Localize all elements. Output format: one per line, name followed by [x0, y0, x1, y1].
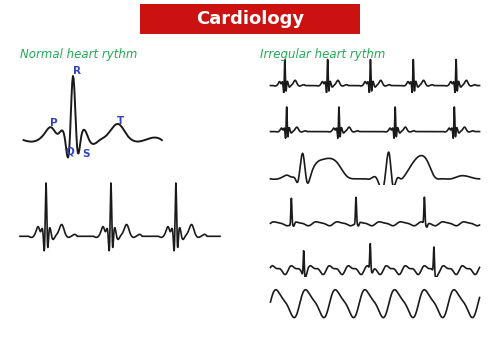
Text: Q: Q — [65, 146, 74, 156]
Text: Cardiology: Cardiology — [196, 10, 304, 28]
Text: Cardiology: Cardiology — [196, 10, 304, 28]
Text: Irregular heart rythm: Irregular heart rythm — [260, 48, 386, 61]
Text: S: S — [82, 149, 90, 159]
Text: R: R — [73, 65, 81, 76]
Text: Normal heart rythm: Normal heart rythm — [20, 48, 138, 61]
Text: T: T — [117, 116, 124, 126]
Text: P: P — [50, 118, 57, 128]
